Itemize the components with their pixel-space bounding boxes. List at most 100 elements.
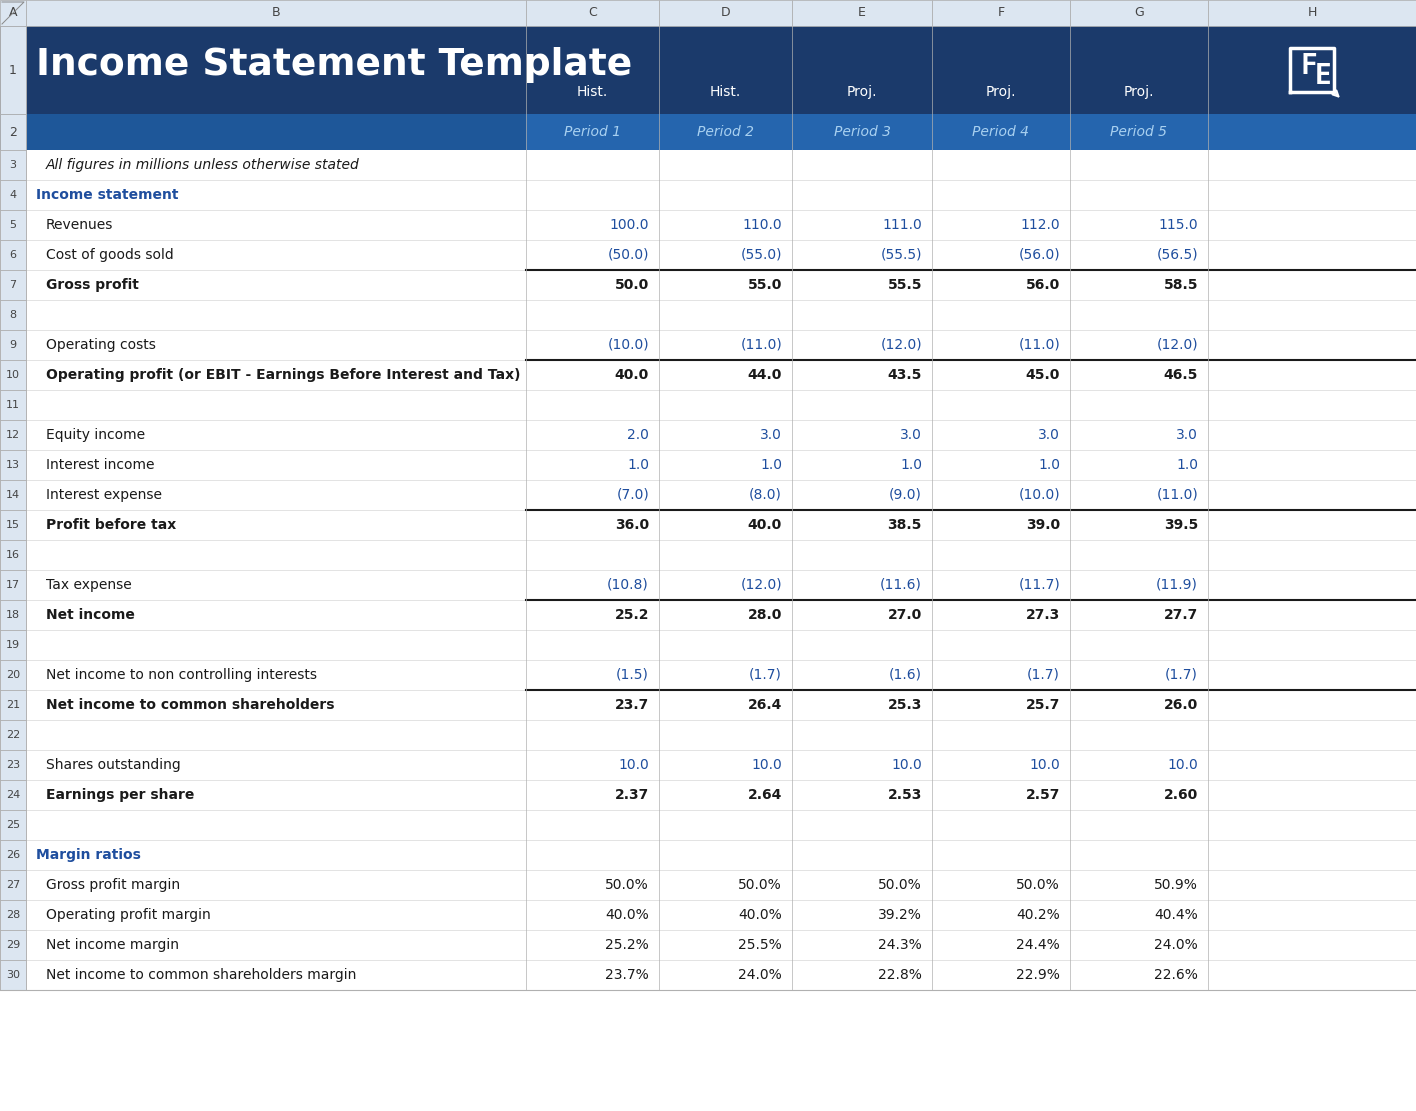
Bar xyxy=(0,630,25,660)
Text: 27.7: 27.7 xyxy=(1164,608,1198,622)
Bar xyxy=(0,870,1416,900)
Bar xyxy=(0,270,1416,300)
Text: (10.8): (10.8) xyxy=(607,578,649,592)
Text: Cost of goods sold: Cost of goods sold xyxy=(45,248,174,262)
Text: 18: 18 xyxy=(6,610,20,620)
Bar xyxy=(1208,0,1416,26)
Text: 25.2: 25.2 xyxy=(615,608,649,622)
Bar xyxy=(0,210,1416,240)
Text: 50.0%: 50.0% xyxy=(1017,878,1061,892)
Text: 3.0: 3.0 xyxy=(760,428,782,442)
Text: 26.4: 26.4 xyxy=(748,698,782,712)
Text: (1.5): (1.5) xyxy=(616,668,649,682)
Text: 1.0: 1.0 xyxy=(760,458,782,472)
Text: 3.0: 3.0 xyxy=(1038,428,1061,442)
Text: 1.0: 1.0 xyxy=(627,458,649,472)
Text: 100.0: 100.0 xyxy=(609,218,649,232)
Text: 46.5: 46.5 xyxy=(1164,368,1198,382)
Bar xyxy=(0,930,1416,960)
Text: Operating profit (or EBIT - Earnings Before Interest and Tax): Operating profit (or EBIT - Earnings Bef… xyxy=(45,368,521,382)
Text: (11.6): (11.6) xyxy=(881,578,922,592)
Bar xyxy=(0,660,25,690)
Bar xyxy=(0,114,25,150)
Bar xyxy=(0,690,1416,720)
Text: 1.0: 1.0 xyxy=(1038,458,1061,472)
Bar xyxy=(0,540,25,570)
Bar xyxy=(0,360,1416,390)
Text: 2.64: 2.64 xyxy=(748,788,782,802)
Text: Operating costs: Operating costs xyxy=(45,338,156,352)
Text: B: B xyxy=(272,7,280,20)
Text: 56.0: 56.0 xyxy=(1025,278,1061,292)
Text: Net income to common shareholders: Net income to common shareholders xyxy=(45,698,334,712)
Bar xyxy=(0,330,25,360)
Text: 50.9%: 50.9% xyxy=(1154,878,1198,892)
Text: (11.0): (11.0) xyxy=(1018,338,1061,352)
Bar xyxy=(0,960,25,990)
Text: (11.0): (11.0) xyxy=(741,338,782,352)
Text: (10.0): (10.0) xyxy=(607,338,649,352)
Bar xyxy=(0,810,1416,840)
Bar xyxy=(0,750,25,780)
Text: (12.0): (12.0) xyxy=(881,338,922,352)
Bar xyxy=(0,210,25,240)
Text: 50.0: 50.0 xyxy=(615,278,649,292)
Text: Net income: Net income xyxy=(45,608,135,622)
Text: 3: 3 xyxy=(10,160,17,170)
Bar xyxy=(0,900,25,930)
Text: 27.0: 27.0 xyxy=(888,608,922,622)
Text: 2.60: 2.60 xyxy=(1164,788,1198,802)
Text: Period 2: Period 2 xyxy=(697,126,753,139)
Bar xyxy=(0,420,25,450)
Text: 25.5%: 25.5% xyxy=(738,938,782,952)
Text: 15: 15 xyxy=(6,520,20,530)
Bar xyxy=(0,150,1416,180)
Text: Tax expense: Tax expense xyxy=(45,578,132,592)
Text: Operating profit margin: Operating profit margin xyxy=(45,908,211,922)
Text: 39.0: 39.0 xyxy=(1025,518,1061,532)
Text: 115.0: 115.0 xyxy=(1158,218,1198,232)
Text: 40.0: 40.0 xyxy=(615,368,649,382)
Text: 45.0: 45.0 xyxy=(1025,368,1061,382)
Text: (55.0): (55.0) xyxy=(741,248,782,262)
Bar xyxy=(0,690,25,720)
Text: (1.7): (1.7) xyxy=(749,668,782,682)
Text: (1.7): (1.7) xyxy=(1165,668,1198,682)
Bar xyxy=(0,480,1416,510)
Bar xyxy=(0,870,25,900)
Text: 5: 5 xyxy=(10,220,17,230)
Bar xyxy=(0,300,25,330)
Text: 28: 28 xyxy=(6,910,20,920)
Bar xyxy=(0,630,1416,660)
Bar xyxy=(0,390,1416,420)
Bar xyxy=(792,0,932,26)
Text: Hist.: Hist. xyxy=(709,86,741,99)
Bar xyxy=(0,240,1416,270)
Text: 1.0: 1.0 xyxy=(1177,458,1198,472)
Text: 110.0: 110.0 xyxy=(742,218,782,232)
Text: E: E xyxy=(1314,62,1331,90)
Text: All figures in millions unless otherwise stated: All figures in millions unless otherwise… xyxy=(45,158,360,172)
Bar xyxy=(0,780,1416,810)
Bar xyxy=(0,300,1416,330)
Text: 40.4%: 40.4% xyxy=(1154,908,1198,922)
Text: 50.0%: 50.0% xyxy=(738,878,782,892)
Text: 39.5: 39.5 xyxy=(1164,518,1198,532)
Text: 26.0: 26.0 xyxy=(1164,698,1198,712)
Text: 19: 19 xyxy=(6,640,20,650)
Text: Earnings per share: Earnings per share xyxy=(45,788,194,802)
Bar xyxy=(0,720,25,750)
Text: H: H xyxy=(1307,7,1317,20)
Text: 111.0: 111.0 xyxy=(882,218,922,232)
Text: 25.3: 25.3 xyxy=(888,698,922,712)
Bar xyxy=(25,0,525,26)
Bar xyxy=(0,600,1416,630)
Text: 13: 13 xyxy=(6,460,20,470)
Bar xyxy=(0,0,25,26)
Text: 11: 11 xyxy=(6,400,20,410)
Text: 21: 21 xyxy=(6,700,20,710)
Text: Period 1: Period 1 xyxy=(564,126,622,139)
Bar xyxy=(0,750,1416,780)
Bar xyxy=(525,0,658,26)
Text: (12.0): (12.0) xyxy=(741,578,782,592)
